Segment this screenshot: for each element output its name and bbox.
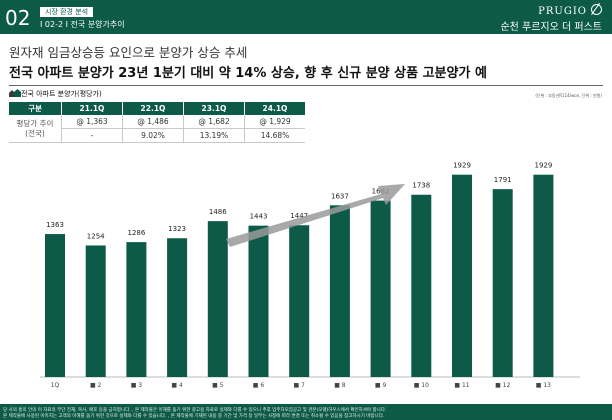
table-row-label: 평당가 추이 (전국) [9, 115, 62, 143]
section-number: 02 [5, 6, 31, 30]
row-label-line: 평당가 추이 [16, 118, 54, 128]
chart-bar [45, 234, 65, 377]
price-cell: @ 1,486 [122, 115, 184, 129]
table-header-cell: 21.1Q [61, 102, 123, 115]
brand-name: PRUGIO [538, 6, 587, 17]
x-tick-label: ■ 6 [253, 382, 265, 389]
header-bar: 02 시장 환경 분석 I 02-2 I 전국 분양가추이 PRUGIO 순천 … [0, 0, 612, 34]
disclaimer-line: 본 제작물에 사용된 이미지는 고객의 이해를 돕기 위한 것으로 실제와 다를… [3, 414, 385, 419]
x-tick-label: ■ 9 [375, 382, 387, 389]
page-title: 전국 아파트 분양가 23년 1분기 대비 약 14% 상승, 향 후 신규 분… [9, 66, 487, 81]
project-name: 순천 푸르지오 더 퍼스트 [500, 22, 602, 33]
chart-bar [329, 205, 350, 377]
change-cell: 13.19% [183, 128, 245, 143]
chart-bar [370, 200, 391, 377]
x-tick-label: ■ 12 [495, 382, 510, 389]
x-tick-label: ■ 3 [131, 382, 143, 389]
x-tick-label: ■ 13 [536, 382, 551, 389]
table-header-cell: 22.1Q [122, 102, 184, 115]
bar-value-label: 1738 [412, 182, 430, 190]
change-cell: 14.68% [244, 128, 305, 143]
table-header-cell: 23.1Q [183, 102, 245, 115]
section-subtitle: I 02-2 I 전국 분양가추이 [40, 20, 125, 29]
chart-bar [452, 174, 472, 377]
table-row: - 9.02% 13.19% 14.68% [9, 128, 305, 143]
chart-bar [248, 225, 269, 377]
bar-value-label: 1791 [494, 176, 512, 184]
price-cell: @ 1,929 [244, 115, 305, 129]
chart-bar [411, 194, 432, 377]
brand-logo: PRUGIO [538, 4, 602, 17]
bar-value-label: 1929 [534, 162, 552, 170]
chart-bar [533, 174, 554, 377]
x-tick-label: ■ 7 [293, 382, 305, 389]
bar-value-label: 1323 [168, 225, 186, 233]
price-cell: @ 1,363 [61, 115, 123, 129]
x-tick-label: ■ 11 [454, 382, 469, 389]
table-row: 평당가 추이 (전국) @ 1,363 @ 1,486 @ 1,682 @ 1,… [9, 115, 305, 143]
bar-value-label: 1447 [290, 212, 308, 220]
chart-bar [126, 242, 147, 377]
change-cell: - [61, 128, 123, 143]
x-tick-label: ■ 8 [334, 382, 346, 389]
bar-value-label: 1254 [87, 232, 105, 240]
price-bar-chart: 1363 1Q 1254 ■ 2 1286 ■ 3 1323 ■ 4 1486 ■ 5 1443 ■ … [40, 162, 580, 389]
chart-bar [289, 225, 310, 377]
table-header-cell: 구분 [9, 102, 62, 115]
x-tick-label: 1Q [51, 382, 60, 389]
unit-note: (단위 : 부동산R114/won, 단위 : 만원) [535, 93, 602, 98]
page-subtitle: 원자재 임금상승등 요인으로 분양가 상승 추세 [9, 45, 248, 60]
chart-bar [167, 238, 188, 377]
x-tick-label: ■ 2 [90, 382, 102, 389]
bar-value-label: 1486 [209, 208, 227, 216]
brand-mark-icon [591, 4, 602, 15]
table-header-cell: 24.1Q [244, 102, 305, 115]
x-tick-label: ■ 5 [212, 382, 224, 389]
row-label-line: (전국) [25, 128, 45, 138]
table-header-row: 구분 21.1Q 22.1Q 23.1Q 24.1Q [9, 102, 305, 115]
change-cell: 9.02% [122, 128, 184, 143]
disclaimer-line: 당 사의 홍의 안의 이 자료의 무단 전재, 복사, 배포 등을 금지합니다.… [3, 408, 387, 413]
price-table: 구분 21.1Q 22.1Q 23.1Q 24.1Q 평당가 추이 (전국) @… [9, 102, 305, 143]
x-tick-label: ■ 10 [414, 382, 429, 389]
section-tag: 시장 환경 분석 [40, 7, 94, 17]
chart-bar [85, 245, 106, 377]
bar-value-label: 1929 [453, 162, 471, 170]
chart-bar [207, 221, 228, 377]
chart-bar [492, 189, 513, 377]
x-tick-label: ■ 4 [171, 382, 183, 389]
house-icon [9, 89, 21, 97]
trend-arrow-shape [226, 184, 405, 247]
bar-value-label: 1637 [331, 192, 349, 200]
title-divider [9, 85, 603, 86]
bar-value-label: 1443 [250, 213, 268, 221]
bar-value-label: 1286 [127, 229, 145, 237]
price-cell: @ 1,682 [183, 115, 245, 129]
table-title: 전국 아파트 분양가(평당가) [21, 90, 102, 98]
trend-arrow-icon [226, 184, 405, 247]
bar-value-label: 1363 [46, 221, 64, 229]
footer-disclaimer: 당 사의 홍의 안의 이 자료의 무단 전재, 복사, 배포 등을 금지합니다.… [0, 404, 612, 420]
